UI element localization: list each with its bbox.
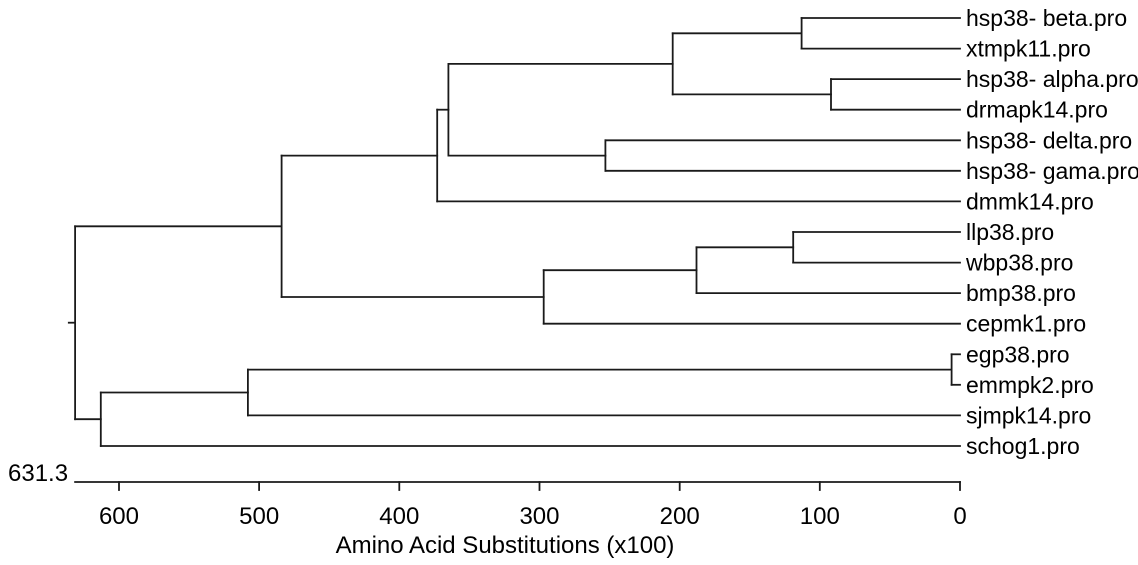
leaf-label-drmapk14-pro: drmapk14.pro: [966, 97, 1108, 123]
leaf-label-sjmpk14-pro: sjmpk14.pro: [966, 402, 1091, 428]
x-axis-tick-label: 600: [99, 503, 139, 530]
leaf-label-cepmk1-pro: cepmk1.pro: [966, 311, 1086, 337]
leaf-label-hsp38-delta-pro: hsp38- delta.pro: [966, 127, 1132, 153]
leaf-label-llp38-pro: llp38.pro: [966, 219, 1054, 245]
leaf-label-dmmk14-pro: dmmk14.pro: [966, 188, 1094, 214]
leaf-label-bmp38-pro: bmp38.pro: [966, 280, 1076, 306]
x-axis-tick-label: 100: [800, 503, 840, 530]
x-axis-title: Amino Acid Substitutions (x100): [335, 532, 675, 559]
leaf-label-egp38-pro: egp38.pro: [966, 341, 1070, 367]
x-axis-tick-label: 500: [239, 503, 279, 530]
leaf-label-wbp38-pro: wbp38.pro: [965, 250, 1073, 276]
leaf-label-schog1-pro: schog1.pro: [966, 433, 1080, 459]
leaf-label-hsp38-alpha-pro: hsp38- alpha.pro: [966, 66, 1138, 92]
leaf-label-emmpk2-pro: emmpk2.pro: [966, 372, 1094, 398]
leaf-label-hsp38-gama-pro: hsp38- gama.pro: [966, 158, 1138, 184]
x-axis-tick-label: 300: [519, 503, 559, 530]
root-length-label: 631.3: [8, 460, 69, 487]
x-axis-tick-label: 200: [660, 503, 700, 530]
x-axis-tick-label: 0: [953, 503, 966, 530]
leaf-label-xtmpk11-pro: xtmpk11.pro: [966, 36, 1091, 62]
x-axis-tick-label: 400: [379, 503, 419, 530]
leaf-label-hsp38-beta-pro: hsp38- beta.pro: [966, 5, 1127, 31]
